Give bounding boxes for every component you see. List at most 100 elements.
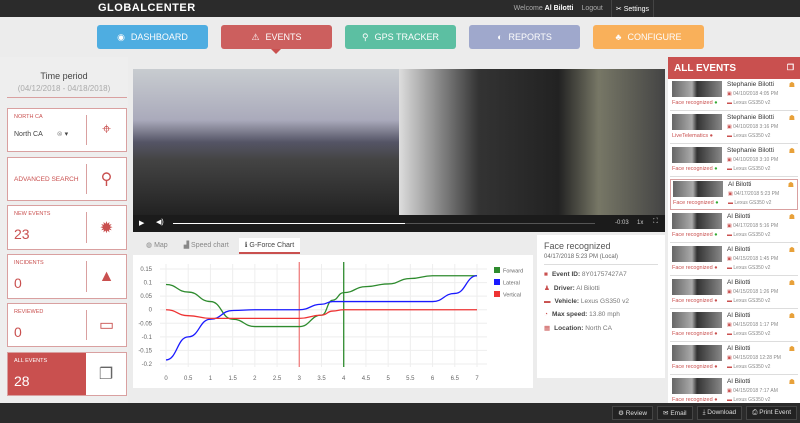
x-tick-label: 2 xyxy=(253,376,257,382)
x-tick-label: 5.5 xyxy=(406,376,415,382)
footer-actions: ⚙ Review ✉ Email ⤓ Download ⎙ Print Even… xyxy=(612,406,797,420)
event-list-item[interactable]: Face recognized ● Al Bilotti ▣ 04/15/201… xyxy=(670,344,798,375)
search-icon[interactable]: ⚲ xyxy=(86,164,126,194)
region-label: NORTH CA xyxy=(14,114,43,120)
tab-speed-chart[interactable]: ▟ Speed chart xyxy=(178,238,235,254)
playback-speed[interactable]: 1x xyxy=(637,220,644,226)
settings-label: Settings xyxy=(623,6,649,13)
legend-label: Forward xyxy=(503,269,523,275)
advanced-search-label: ADVANCED SEARCH xyxy=(14,175,79,183)
download-button[interactable]: ⤓ Download xyxy=(696,406,743,420)
tab-gforce-chart[interactable]: ℹ G-Force Chart xyxy=(238,238,301,254)
chevron-down-icon[interactable]: ▾ xyxy=(64,131,69,138)
x-tick-label: 1.5 xyxy=(228,376,237,382)
nav-label: DASHBOARD xyxy=(130,32,188,42)
event-date: 04/17/2018 5:23 PM (Local) xyxy=(544,254,658,265)
event-list-item[interactable]: Face recognized ● Al Bilotti ▣ 04/17/201… xyxy=(670,212,798,243)
event-driver: Al Bilotti xyxy=(727,378,751,385)
driver-avatar-icon: ☗ xyxy=(788,346,795,353)
calendar-icon: ▣ xyxy=(727,322,732,328)
event-driver: Al Bilotti xyxy=(727,345,751,352)
event-list-item[interactable]: Face recognized ● Stephanie Bilotti ▣ 04… xyxy=(670,146,798,177)
nav-configure[interactable]: ♣ CONFIGURE xyxy=(593,25,704,49)
event-thumbnail xyxy=(673,181,723,197)
review-label: Review xyxy=(625,410,648,417)
volume-icon[interactable]: ◀) xyxy=(156,219,164,226)
event-type: Face recognized ● xyxy=(672,265,718,271)
car-icon: ▬ xyxy=(727,133,732,139)
nav-reports[interactable]: ◐ REPORTS xyxy=(469,25,580,49)
new-events-card[interactable]: NEW EVENTS 23 ✹ xyxy=(7,205,127,250)
event-type: LiveTelematics ● xyxy=(672,133,713,139)
event-vehicle-text: Lexus GS350 v2 xyxy=(733,133,771,139)
region-filter[interactable]: NORTH CA North CA ⊗ ▾ ⌖ xyxy=(7,108,127,152)
event-list-item[interactable]: Face recognized ● Al Bilotti ▣ 04/17/201… xyxy=(670,179,798,210)
play-icon[interactable]: ▶ xyxy=(139,220,145,227)
reviewed-card[interactable]: REVIEWED 0 ▭ xyxy=(7,303,127,347)
calendar-icon: ▣ xyxy=(727,256,732,262)
event-list-item[interactable]: LiveTelematics ● Stephanie Bilotti ▣ 04/… xyxy=(670,113,798,144)
event-thumbnail xyxy=(672,147,722,163)
speedometer-icon: ◔ xyxy=(544,311,548,318)
all-events-card[interactable]: ALL EVENTS 28 ❐ xyxy=(7,352,127,396)
tab-map[interactable]: ◍ Map xyxy=(140,238,174,254)
event-vehicle: ▬ Lexus GS350 v2 xyxy=(727,397,770,403)
advanced-search-button[interactable]: ADVANCED SEARCH ⚲ xyxy=(7,157,127,201)
status-dot-icon: ● xyxy=(714,298,718,304)
event-list-item[interactable]: Face recognized ● Stephanie Bilotti ▣ 04… xyxy=(670,80,798,111)
tab-label: Speed chart xyxy=(191,242,229,249)
event-date: ▣ 04/15/2018 1:45 PM xyxy=(727,256,778,262)
event-type-label: Face recognized xyxy=(672,100,713,106)
review-button[interactable]: ⚙ Review xyxy=(612,406,654,420)
fullscreen-icon[interactable]: ⛶ xyxy=(653,218,658,225)
event-type-label: Face recognized xyxy=(672,166,713,172)
series-line-vertical xyxy=(165,309,477,320)
time-period-range[interactable]: (04/12/2018 - 04/18/2018) xyxy=(17,84,111,93)
video-seek-bar[interactable] xyxy=(173,223,595,224)
settings-button[interactable]: ✂ Settings xyxy=(610,0,654,17)
event-driver: Al Bilotti xyxy=(728,181,752,188)
event-vehicle: ▬ Lexus GS350 v2 xyxy=(727,331,770,337)
x-tick-label: 7 xyxy=(475,376,479,382)
event-list-item[interactable]: Face recognized ● Al Bilotti ▣ 04/15/201… xyxy=(670,278,798,309)
driver-avatar-icon: ☗ xyxy=(788,115,795,122)
top-bar: GLOBALCENTER Welcome Al Bilotti Logout ✂… xyxy=(0,0,800,17)
event-date-text: 04/17/2018 5:16 PM xyxy=(733,223,779,229)
print-button[interactable]: ⎙ Print Event xyxy=(746,406,797,420)
y-tick-label: -0.05 xyxy=(138,321,152,327)
clear-icon[interactable]: ⊗ xyxy=(56,131,63,138)
event-thumbnail xyxy=(672,312,722,328)
row-key: Vehicle: xyxy=(554,298,580,305)
location-pin-icon[interactable]: ⌖ xyxy=(86,115,126,145)
new-events-label: NEW EVENTS xyxy=(14,211,51,217)
event-date: ▣ 04/10/2018 3:16 PM xyxy=(727,124,778,130)
car-icon: ▬ xyxy=(727,298,732,304)
status-dot-icon: ● xyxy=(714,397,718,403)
nav-dashboard[interactable]: ◉ DASHBOARD xyxy=(97,25,208,49)
vehicle-row: ▬ Vehicle: Lexus GS350 v2 xyxy=(544,298,658,305)
nav-gps-tracker[interactable]: ⚲ GPS TRACKER xyxy=(345,25,456,49)
expand-icon[interactable]: ❐ xyxy=(786,63,794,72)
bar-chart-icon: ▟ xyxy=(183,242,190,249)
events-list-header: ALL EVENTS ❐ xyxy=(668,57,800,79)
incidents-card[interactable]: INCIDENTS 0 ▲ xyxy=(7,254,127,299)
event-vehicle: ▬ Lexus GS350 v2 xyxy=(728,200,771,206)
car-icon: ▬ xyxy=(727,100,732,106)
event-type: Face recognized ● xyxy=(673,200,719,206)
region-select[interactable]: North CA ⊗ ▾ xyxy=(14,130,80,138)
event-list-item[interactable]: Face recognized ● Al Bilotti ▣ 04/15/201… xyxy=(670,311,798,342)
monitor-icon: ▭ xyxy=(86,310,126,340)
event-list-item[interactable]: Face recognized ● Al Bilotti ▣ 04/15/201… xyxy=(670,377,798,403)
user-icon: ♟ xyxy=(544,285,550,292)
y-tick-label: 0.05 xyxy=(140,294,152,300)
divider xyxy=(7,97,127,98)
video-player[interactable]: ▶ ◀) -0:03 1x ⛶ xyxy=(133,69,665,232)
event-date: ▣ 04/17/2018 5:16 PM xyxy=(727,223,778,229)
driver-row: ♟ Driver: Al Bilotti xyxy=(544,284,658,292)
logout-link[interactable]: Logout xyxy=(581,5,603,12)
nav-events[interactable]: ⚠ EVENTS xyxy=(221,25,332,49)
driver-avatar-icon: ☗ xyxy=(788,379,795,386)
event-list-item[interactable]: Face recognized ● Al Bilotti ▣ 04/15/201… xyxy=(670,245,798,276)
email-button[interactable]: ✉ Email xyxy=(657,406,693,420)
nav-label: REPORTS xyxy=(508,32,552,42)
